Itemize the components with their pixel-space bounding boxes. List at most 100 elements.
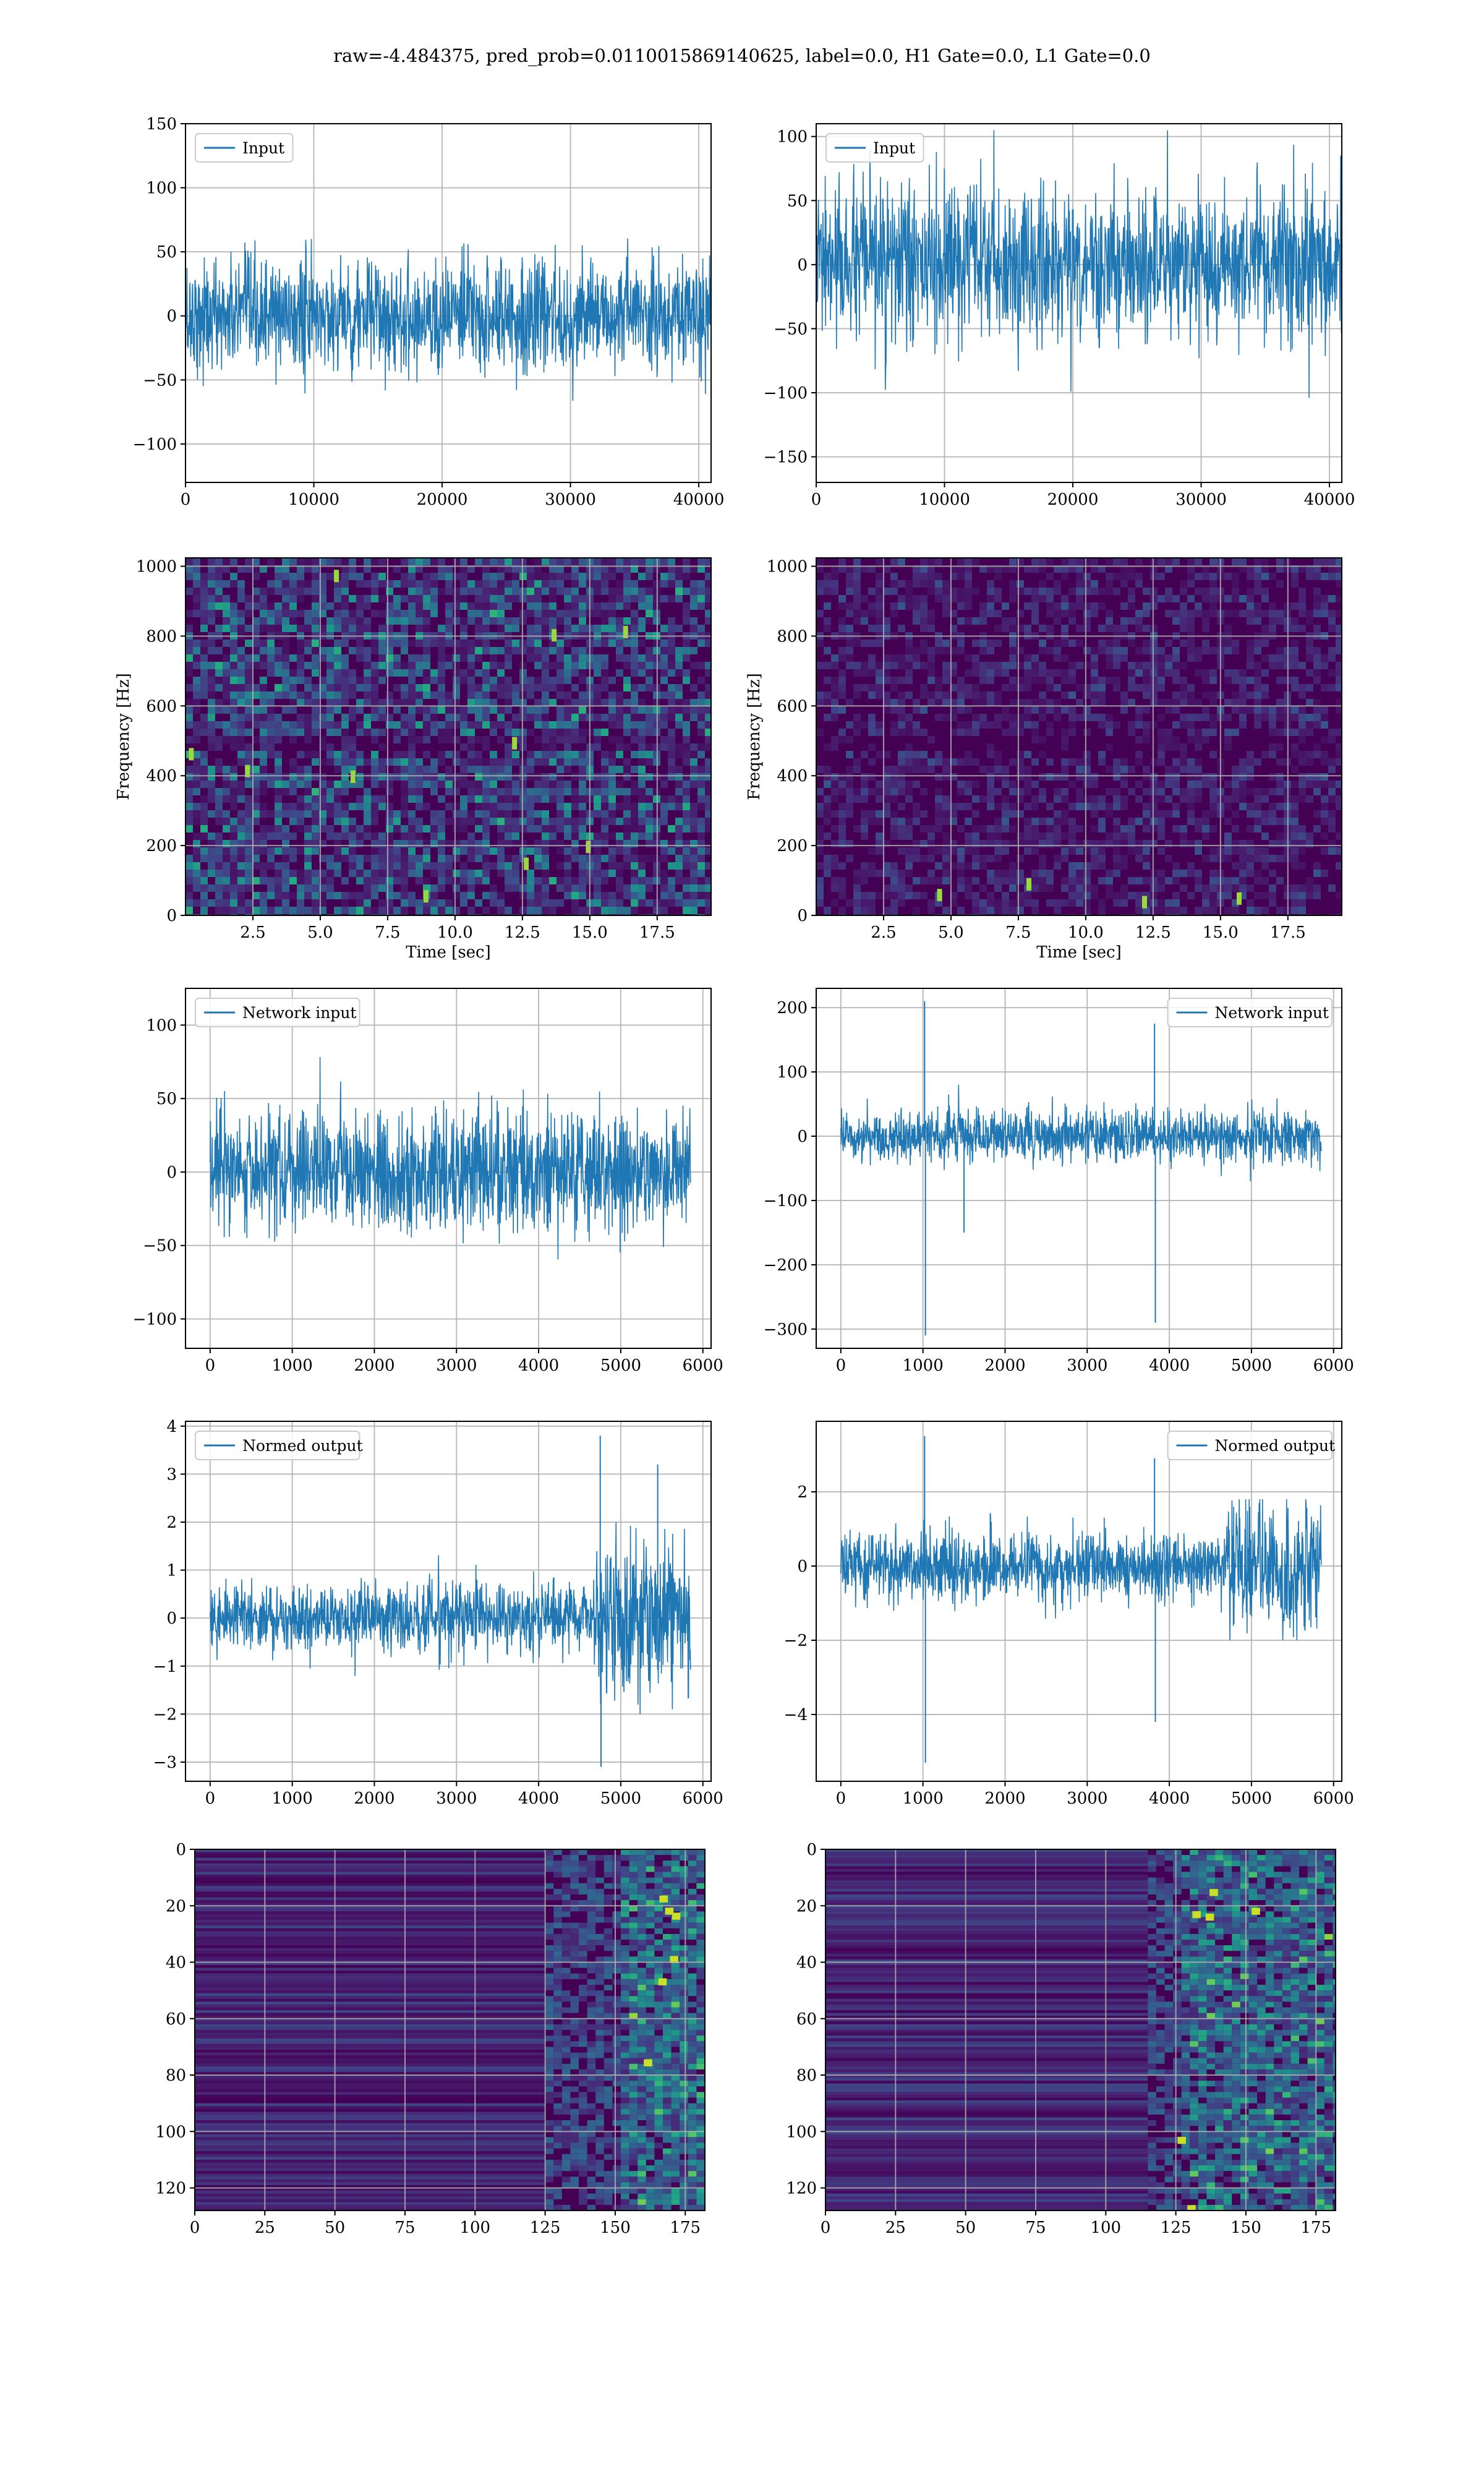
heatmap-cell <box>1276 781 1284 788</box>
heatmap-cell <box>1113 662 1120 669</box>
heatmap-cell <box>334 588 341 595</box>
heatmap-cell <box>1306 781 1313 788</box>
heatmap-cell <box>1061 810 1068 818</box>
heatmap-cell <box>1209 669 1217 677</box>
heatmap-cell <box>364 833 371 840</box>
heatmap-cell <box>1024 899 1031 907</box>
heatmap-cell <box>697 884 705 892</box>
heatmap-cell <box>542 721 549 729</box>
heatmap-cell <box>237 729 245 736</box>
heatmap-cell <box>1291 795 1298 803</box>
heatmap-cell <box>1031 654 1039 662</box>
heatmap-cell <box>1209 729 1217 736</box>
heatmap-cell <box>898 662 905 669</box>
heatmap-cell <box>186 810 193 818</box>
heatmap-cell <box>1024 714 1031 721</box>
heatmap-cell <box>297 588 304 595</box>
heatmap-cell <box>519 795 527 803</box>
heatmap-cell <box>1039 647 1046 654</box>
heatmap-cell <box>1180 699 1187 706</box>
heatmap-cell <box>193 721 200 729</box>
heatmap-cell <box>683 855 690 862</box>
heatmap-cell <box>237 647 245 654</box>
heatmap-cell <box>638 810 646 818</box>
heatmap-cell <box>445 907 453 914</box>
heatmap-cell <box>616 647 623 654</box>
heatmap-cell <box>1106 714 1113 721</box>
heatmap-cell <box>1120 884 1128 892</box>
heatmap-cell <box>1313 825 1321 833</box>
heatmap-cell <box>1187 580 1195 588</box>
heatmap-cell <box>608 781 616 788</box>
heatmap-cell <box>215 669 223 677</box>
heatmap-cell <box>349 758 356 766</box>
heatmap-cell <box>601 773 608 781</box>
heatmap-cell <box>275 565 282 573</box>
heatmap-cell <box>868 818 876 825</box>
heatmap-cell <box>1209 855 1217 862</box>
heatmap-cell <box>497 892 505 899</box>
heatmap-cell <box>601 788 608 795</box>
x-tick-label: 12.5 <box>505 923 540 942</box>
heatmap-cell <box>326 625 334 632</box>
heatmap-cell <box>994 714 1002 721</box>
heatmap-cell <box>1336 647 1342 654</box>
heatmap-cell <box>1009 714 1017 721</box>
heatmap-cell <box>1031 781 1039 788</box>
heatmap-cell <box>623 758 631 766</box>
heatmap-cell <box>1195 870 1202 877</box>
heatmap-cell <box>193 662 200 669</box>
heatmap-cell <box>200 892 208 899</box>
heatmap-cell <box>512 825 519 833</box>
heatmap-cell <box>1291 565 1298 573</box>
heatmap-cell <box>282 610 289 617</box>
heatmap-cell <box>1224 677 1232 684</box>
heatmap-cell <box>490 751 497 758</box>
heatmap-cell <box>200 684 208 691</box>
heatmap-cell <box>660 795 668 803</box>
heatmap-cell <box>571 840 579 847</box>
heatmap-cell <box>675 781 683 788</box>
heatmap-cell <box>445 580 453 588</box>
heatmap-cell <box>289 758 297 766</box>
heatmap-cell <box>1002 662 1009 669</box>
heatmap-cell <box>1150 892 1158 899</box>
heatmap-cell <box>1261 684 1269 691</box>
heatmap-cell <box>453 617 460 625</box>
heatmap-cell <box>675 654 683 662</box>
heatmap-cell <box>341 736 349 743</box>
heatmap-cell <box>1180 721 1187 729</box>
heatmap-cell <box>1061 847 1068 855</box>
heatmap-cell <box>275 669 282 677</box>
heatmap-cell <box>260 617 267 625</box>
heatmap-cell <box>890 810 898 818</box>
heatmap-cell <box>594 899 601 907</box>
heatmap-cell <box>668 558 675 565</box>
heatmap-cell <box>876 610 883 617</box>
heatmap-cell <box>987 751 994 758</box>
heatmap-cell <box>497 588 505 595</box>
heatmap-cell <box>534 855 542 862</box>
heatmap-cell <box>512 647 519 654</box>
heatmap-cell <box>341 729 349 736</box>
heatmap-cell <box>1172 810 1180 818</box>
heatmap-cell <box>1054 788 1061 795</box>
heatmap-cell <box>1009 899 1017 907</box>
heatmap-cell <box>824 810 831 818</box>
heatmap-cell <box>208 684 215 691</box>
heatmap-cell <box>289 691 297 699</box>
heatmap-cell <box>408 825 416 833</box>
heatmap-cell <box>475 684 482 691</box>
heatmap-cell <box>683 907 690 914</box>
heatmap-cell <box>660 870 668 877</box>
heatmap-cell <box>223 736 230 743</box>
heatmap-cell <box>675 669 683 677</box>
heatmap-cell <box>304 840 312 847</box>
heatmap-cell <box>898 766 905 773</box>
heatmap-cell <box>876 684 883 691</box>
heatmap-cell <box>475 840 482 847</box>
x-tick-label: 2000 <box>984 1356 1025 1375</box>
heatmap-cell <box>252 907 260 914</box>
heatmap-cell <box>1083 610 1091 617</box>
heatmap-cell <box>304 892 312 899</box>
